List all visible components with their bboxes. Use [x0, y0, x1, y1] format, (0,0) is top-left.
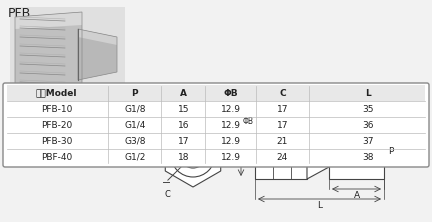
Text: 12.9: 12.9: [221, 153, 241, 161]
Text: PFB: PFB: [8, 7, 31, 20]
Bar: [255, 129, 307, 179]
Polygon shape: [307, 129, 329, 179]
Text: L: L: [365, 89, 371, 97]
Text: PBF-40: PBF-40: [41, 153, 72, 161]
Text: G1/4: G1/4: [124, 121, 146, 129]
Text: 17: 17: [277, 105, 288, 113]
Text: PFB-30: PFB-30: [41, 137, 73, 145]
Text: 16: 16: [178, 121, 189, 129]
Text: 24: 24: [277, 153, 288, 161]
Text: PFB-10: PFB-10: [41, 105, 73, 113]
FancyBboxPatch shape: [3, 83, 429, 167]
Text: 38: 38: [362, 153, 374, 161]
Text: C: C: [165, 190, 171, 199]
Text: PFB-20: PFB-20: [41, 121, 72, 129]
Text: C: C: [279, 89, 286, 97]
Text: ΦB: ΦB: [223, 89, 238, 97]
Text: 15: 15: [178, 105, 189, 113]
Polygon shape: [15, 12, 82, 97]
Polygon shape: [78, 29, 117, 80]
Bar: [7, 85, 425, 101]
Text: A: A: [180, 89, 187, 97]
Text: G3/8: G3/8: [124, 137, 146, 145]
Polygon shape: [165, 123, 221, 187]
Text: 12.9: 12.9: [221, 121, 241, 129]
Text: 17: 17: [277, 121, 288, 129]
Text: 21: 21: [277, 137, 288, 145]
Text: 36: 36: [362, 121, 374, 129]
Text: L: L: [317, 201, 322, 210]
Text: 35: 35: [362, 105, 374, 113]
Text: 37: 37: [362, 137, 374, 145]
Text: 17: 17: [178, 137, 189, 145]
Text: 12.9: 12.9: [221, 137, 241, 145]
Text: 型号Model: 型号Model: [36, 89, 77, 97]
Bar: [329, 129, 384, 179]
Text: 18: 18: [178, 153, 189, 161]
Text: P: P: [388, 147, 394, 157]
Text: 12.9: 12.9: [221, 105, 241, 113]
Text: G1/8: G1/8: [124, 105, 146, 113]
Polygon shape: [78, 29, 117, 45]
Polygon shape: [15, 84, 82, 97]
Text: G1/2: G1/2: [124, 153, 146, 161]
Text: P: P: [131, 89, 138, 97]
Text: A: A: [353, 191, 359, 200]
Polygon shape: [15, 12, 82, 29]
Text: ΦB: ΦB: [243, 117, 254, 126]
Bar: [10, 7, 125, 102]
